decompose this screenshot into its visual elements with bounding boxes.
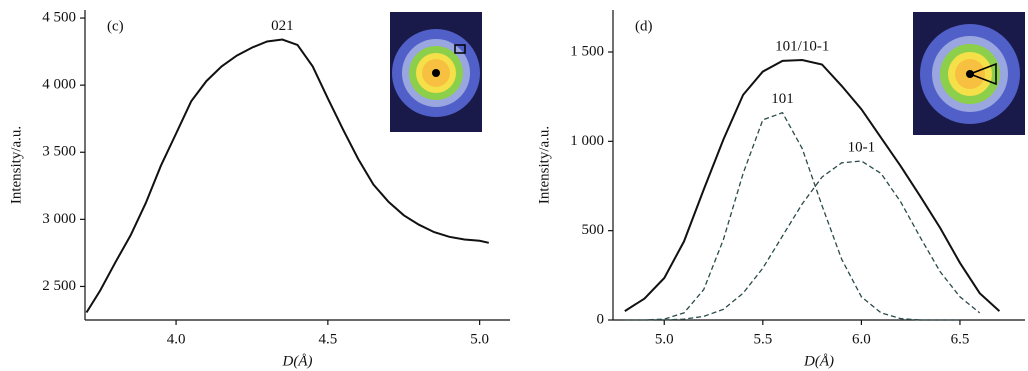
x-tick-label: 4.0 <box>167 331 186 347</box>
x-tick-label: 4.5 <box>318 331 337 347</box>
y-tick-label: 3 500 <box>42 144 76 160</box>
y-tick-label: 3 000 <box>42 211 76 227</box>
x-axis-label: D(Å) <box>282 353 313 369</box>
y-tick-label: 2 500 <box>42 278 76 294</box>
series-label: 021 <box>271 18 294 34</box>
x-axis-label: D(Å) <box>803 353 834 369</box>
chart: 2 500 3 000 3 500 4 000 4 500 4.0 4.5 5.0 D(Å) In… <box>0 0 1028 371</box>
y-tick-label: 1 500 <box>570 43 604 59</box>
y-tick-label: 0 <box>597 311 605 327</box>
data-line <box>625 113 960 320</box>
x-tick-label: 6.0 <box>852 331 871 347</box>
y-tick-label: 4 500 <box>42 9 76 25</box>
y-tick-label: 4 000 <box>42 77 76 93</box>
panel-label: (d) <box>635 18 653 34</box>
series-label: 10-1 <box>848 139 876 155</box>
x-tick-label: 5.5 <box>753 331 772 347</box>
panel-label: (c) <box>107 18 124 34</box>
data-line <box>664 161 979 320</box>
x-tick-label: 6.5 <box>951 331 970 347</box>
y-tick-label: 500 <box>582 222 605 238</box>
series-label: 101/10-1 <box>775 38 829 54</box>
y-tick-label: 1 000 <box>570 133 604 149</box>
page: {"chart_data": [ {"type": "line", "panel… <box>0 0 1028 371</box>
x-tick-label: 5.0 <box>655 331 674 347</box>
y-axis-label: Intensity/a.u. <box>8 126 24 204</box>
x-tick-label: 5.0 <box>470 331 489 347</box>
inset-pattern <box>913 12 1025 135</box>
y-axis-label: Intensity/a.u. <box>536 126 552 204</box>
series-label: 101 <box>771 91 794 107</box>
inset-pattern <box>390 12 482 132</box>
